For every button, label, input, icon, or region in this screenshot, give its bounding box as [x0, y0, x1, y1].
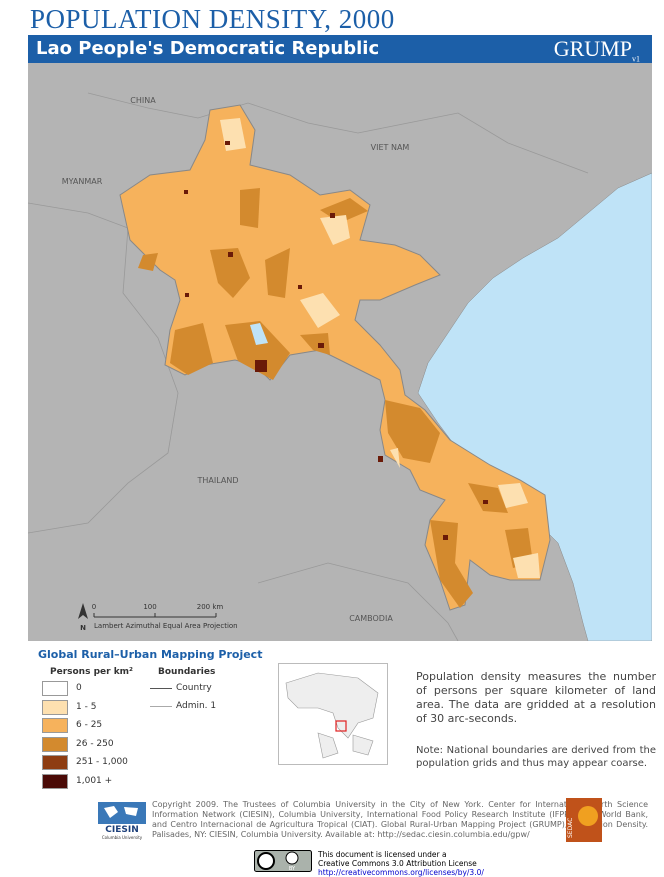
reservoir: [250, 323, 268, 345]
license-line: Creative Commons 3.0 Attribution License: [318, 859, 477, 868]
legend-label: 0: [76, 683, 82, 693]
legend-item: 1,001 +: [38, 773, 148, 789]
boundary-label: Admin. 1: [176, 701, 217, 711]
legend-item: 26 - 250: [38, 736, 148, 752]
cc-badge: BY: [254, 850, 312, 872]
logo-version: v1: [632, 54, 640, 64]
header-bar: Lao People's Democratic Republic GRUMPv1: [28, 35, 652, 63]
logo: GRUMPv1: [554, 36, 640, 63]
ciesin-logo: CIESIN Columbia University: [98, 802, 146, 840]
inset-locator: [335, 720, 347, 732]
title: POPULATION DENSITY, 2000: [30, 4, 395, 34]
boundary-line: [150, 688, 172, 689]
legend-title: Persons per km²: [50, 667, 133, 677]
north-arrow: [78, 603, 88, 619]
legend-item: 251 - 1,000: [38, 755, 148, 770]
country-label: CAMBODIA: [349, 614, 393, 623]
boundary-label: Country: [176, 683, 212, 693]
ciesin-name: CIESIN: [105, 825, 138, 835]
density-urban: [184, 141, 488, 540]
scale-line: [93, 613, 217, 618]
country-label: THAILAND: [197, 476, 239, 485]
subtitle: Lao People's Democratic Republic: [36, 38, 380, 59]
legend-swatch: [42, 755, 68, 770]
note: Note: National boundaries are derived fr…: [416, 745, 656, 769]
sedac-text: SEDAC: [567, 818, 574, 838]
legend-label: 26 - 250: [76, 738, 114, 749]
scale-tick: 0: [92, 603, 96, 611]
map: CHINA VIET NAM MYANMAR THAILAND CAMBODIA…: [28, 63, 652, 641]
legend-swatch: [42, 736, 68, 752]
boundary-item: Country: [150, 681, 240, 695]
north-label: N: [80, 624, 86, 632]
copyright: Copyright 2009. The Trustees of Columbia…: [152, 800, 648, 839]
scale-tick: 200 km: [197, 603, 224, 611]
sea: [417, 172, 652, 641]
legend-label: 1 - 5: [76, 701, 97, 712]
legend-item: 0: [38, 681, 148, 696]
country-label: MYANMAR: [62, 177, 103, 186]
legend-label: 6 - 25: [76, 720, 103, 730]
laos: [119, 104, 551, 611]
legend-label: 251 - 1,000: [76, 757, 128, 767]
license: This document is licensed under a Creati…: [318, 850, 484, 877]
legend: Persons per km² Boundaries 0 1 - 5 6 - 25 2…: [38, 665, 240, 789]
scale-bar: N 0 100 200 km Lambert Azimuthal Equal A…: [78, 603, 238, 632]
description: Population density measures the number o…: [416, 670, 656, 725]
country-label: VIET NAM: [371, 143, 410, 152]
project-title: Global Rural–Urban Mapping Project: [38, 648, 263, 661]
legend-item: 6 - 25: [38, 718, 148, 733]
boundaries-title: Boundaries: [158, 667, 216, 677]
license-line: This document is licensed under a: [318, 850, 447, 859]
logo-text: GRUMP: [553, 36, 632, 61]
country-label: CHINA: [130, 96, 156, 105]
legend-swatch: [42, 699, 68, 715]
university: Columbia University: [102, 835, 143, 840]
density-low: [220, 118, 540, 578]
legend-label: 1,001 +: [76, 775, 113, 786]
legend-swatch: [42, 773, 68, 789]
boundary-item: Admin. 1: [150, 699, 240, 713]
sedac-logo: SEDAC: [566, 798, 602, 842]
license-link: http://creativecommons.org/licenses/by/3…: [318, 868, 484, 877]
inset-map: [278, 663, 388, 765]
boundary-line: [150, 706, 172, 707]
legend-swatch: [42, 718, 68, 733]
projection: Lambert Azimuthal Equal Area Projection: [94, 622, 238, 630]
cc-label: BY: [289, 866, 296, 872]
legend-item: 1 - 5: [38, 699, 148, 715]
scale-tick: 100: [143, 603, 156, 611]
legend-swatch: [42, 681, 68, 696]
